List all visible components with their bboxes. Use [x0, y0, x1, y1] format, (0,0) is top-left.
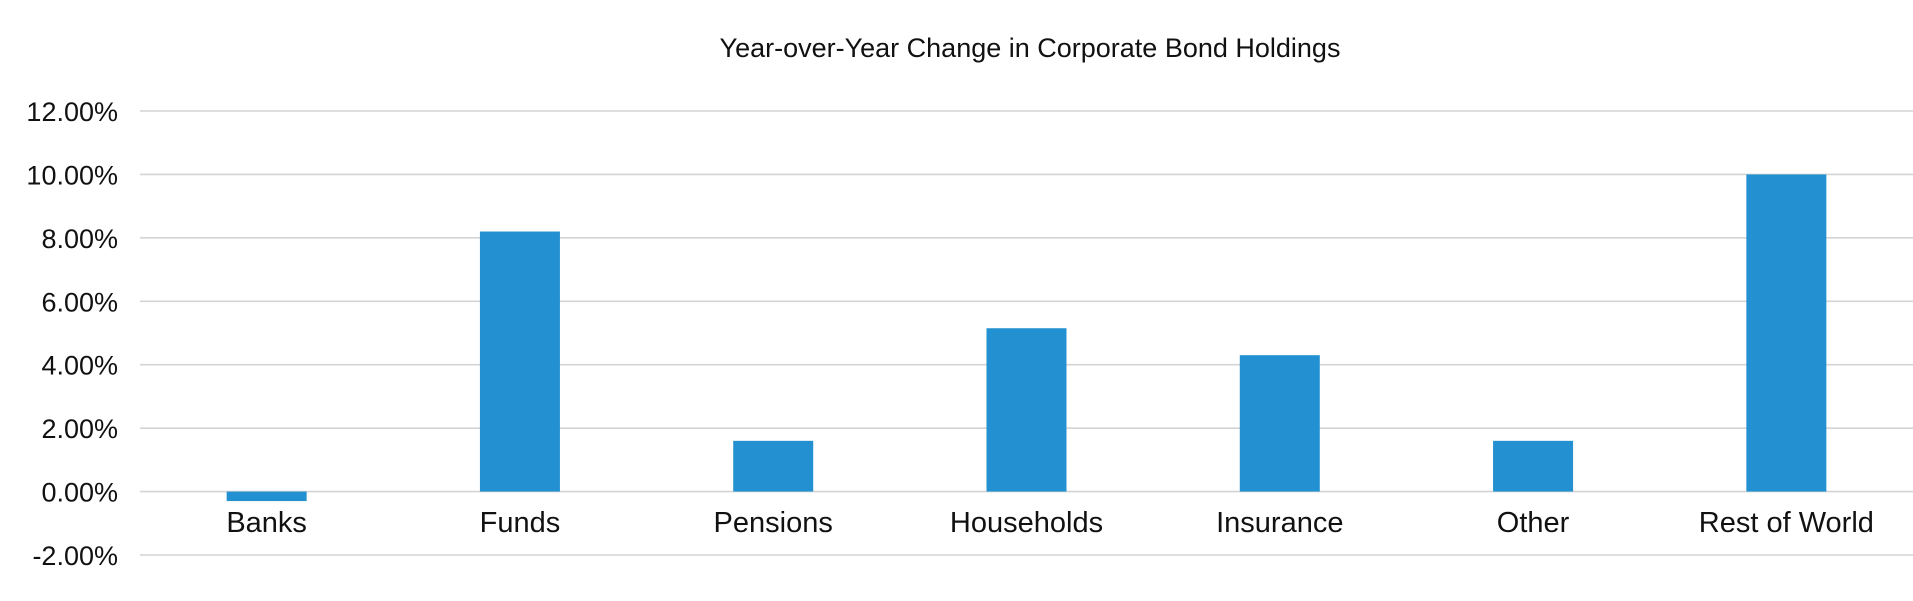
bar-households [986, 328, 1067, 492]
y-tick-label: 0.00% [41, 478, 118, 508]
bar-rest-of-world [1746, 174, 1827, 492]
y-tick-label: 8.00% [41, 224, 118, 254]
category-label: Funds [480, 507, 561, 539]
category-label: Rest of World [1699, 507, 1874, 539]
category-label: Pensions [714, 507, 833, 539]
bars [226, 174, 1827, 502]
y-tick-label: 6.00% [41, 287, 118, 317]
bar-pensions [733, 440, 814, 492]
y-axis-tick-labels: 12.00% 10.00% 8.00% 6.00% 4.00% 2.00% 0.00% -2.… [26, 97, 118, 571]
category-label: Banks [226, 507, 307, 539]
bar-banks [226, 491, 307, 502]
y-tick-label: 4.00% [41, 351, 118, 381]
category-label: Insurance [1216, 507, 1343, 539]
y-tick-label: 2.00% [41, 414, 118, 444]
bar-insurance [1239, 355, 1320, 492]
category-label: Other [1497, 507, 1570, 539]
y-tick-label: -2.00% [32, 541, 118, 571]
y-tick-label: 12.00% [26, 97, 118, 127]
chart-title: Year-over-Year Change in Corporate Bond … [720, 33, 1341, 63]
category-labels: Banks Funds Pensions Households Insurance Oth… [226, 507, 1874, 539]
bar-other [1493, 440, 1574, 492]
y-tick-label: 10.00% [26, 160, 118, 190]
category-label: Households [950, 507, 1103, 539]
bar-funds [479, 231, 560, 492]
